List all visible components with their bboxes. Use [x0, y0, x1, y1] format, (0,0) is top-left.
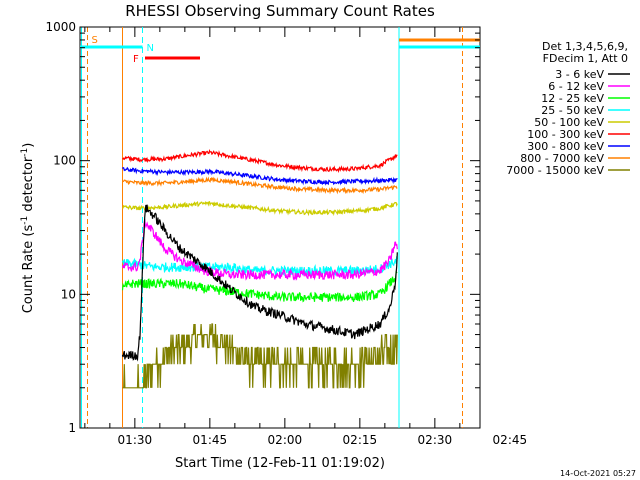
y-tick-label: 100	[53, 154, 76, 168]
y-tick-label: 1	[68, 421, 76, 435]
legend-label: 25 - 50 keV	[541, 104, 604, 117]
x-tick-label: 01:30	[118, 433, 153, 447]
series-line	[121, 256, 398, 278]
legend-label: 3 - 6 keV	[555, 68, 604, 81]
y-axis: 1 10 100 1000	[45, 20, 480, 435]
chart-title: RHESSI Observing Summary Count Rates	[125, 2, 435, 20]
flag-n-label: N	[147, 43, 154, 54]
y-axis-label-sup2: -1	[20, 148, 30, 157]
series-layer	[121, 149, 398, 389]
y-axis-label: Count Rate (s-1 detector-1)	[20, 143, 36, 314]
series-line	[122, 176, 398, 195]
y-axis-label-sup1: -1	[20, 216, 30, 225]
series-line	[122, 166, 398, 186]
x-axis: 01:30 01:45 02:00 02:15 02:30 02:45	[84, 27, 528, 447]
legend-label: 300 - 800 keV	[527, 140, 604, 153]
x-tick-label: 01:45	[193, 433, 228, 447]
legend-label: 50 - 100 keV	[534, 116, 604, 129]
series-line	[122, 149, 398, 174]
series-line	[121, 270, 398, 303]
legend-label: 100 - 300 keV	[527, 128, 604, 141]
x-tick-label: 02:30	[418, 433, 453, 447]
x-axis-label: Start Time (12-Feb-11 01:19:02)	[175, 456, 385, 471]
y-tick-label: 10	[61, 287, 76, 301]
x-tick-label: 02:45	[493, 433, 528, 447]
y-axis-label-mid: detector	[21, 156, 36, 216]
legend-label: 6 - 12 keV	[548, 80, 604, 93]
plot-frame	[79, 26, 481, 429]
series-line	[121, 204, 398, 362]
x-tick-label: 02:15	[343, 433, 378, 447]
y-tick-label: 1000	[45, 20, 76, 34]
flag-s-label: S	[92, 35, 98, 46]
legend: Det 1,3,4,5,6,9,FDecim 1, Att 0 3 - 6 keV…	[506, 40, 630, 177]
legend-label: 12 - 25 keV	[541, 92, 604, 105]
series-line	[122, 200, 398, 217]
series-line	[121, 219, 398, 281]
series-line	[122, 323, 398, 389]
x-tick-label: 02:00	[268, 433, 303, 447]
flag-markers: S NF	[80, 27, 480, 428]
y-axis-label-main: Count Rate (s	[21, 225, 36, 314]
legend-header: FDecim 1, Att 0	[543, 52, 628, 65]
flag-f-label: F	[133, 54, 139, 65]
legend-label: 7000 - 15000 keV	[506, 164, 604, 177]
legend-label: 800 - 7000 keV	[520, 152, 604, 165]
footer-date: 14-Oct-2021 05:27	[560, 469, 636, 478]
y-axis-label-end: )	[21, 143, 36, 148]
legend-header: Det 1,3,4,5,6,9,	[542, 40, 628, 53]
